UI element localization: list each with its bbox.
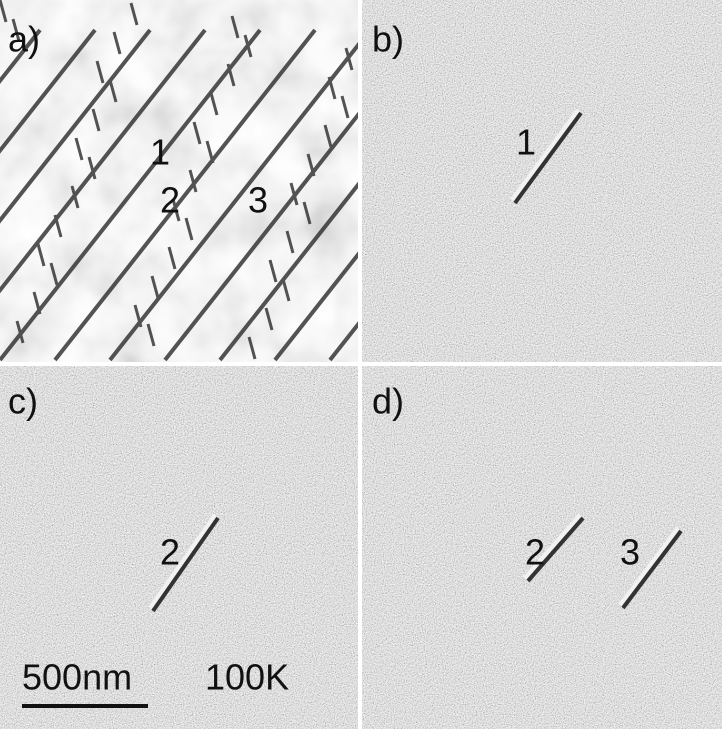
feature-marker: 2: [160, 180, 180, 221]
panel-label: c): [8, 381, 38, 422]
feature-marker: 1: [150, 132, 170, 173]
scale-bar-label: 500nm: [22, 657, 132, 698]
panel-b: [362, 0, 722, 362]
panel-label: a): [8, 19, 40, 60]
panel-label: d): [372, 381, 404, 422]
feature-marker: 2: [525, 532, 545, 573]
panel-label: b): [372, 19, 404, 60]
figure: 500nm 100K a) 1 2 3 b) 1 c) 2 d) 2 3: [0, 0, 722, 729]
feature-marker: 3: [248, 180, 268, 221]
feature-marker: 2: [160, 532, 180, 573]
feature-marker: 1: [516, 122, 536, 163]
temperature-label: 100K: [205, 657, 289, 698]
feature-marker: 3: [620, 532, 640, 573]
